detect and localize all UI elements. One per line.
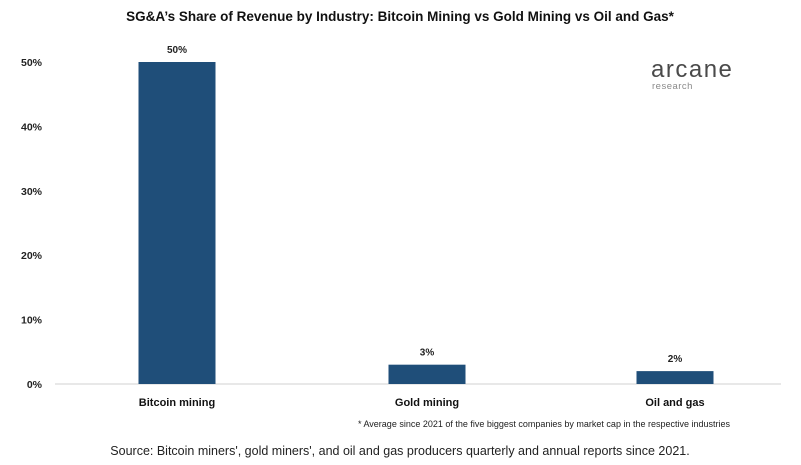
bars: [138, 62, 714, 384]
bar-bitcoin-mining: [138, 62, 216, 384]
y-axis: 0% 10% 20% 30% 40% 50%: [21, 57, 43, 391]
logo-wordmark: arcane: [651, 56, 733, 83]
bar-oil-and-gas: [636, 371, 714, 384]
data-labels: 50% 3% 2%: [167, 45, 682, 365]
y-tick-label: 0%: [27, 379, 43, 391]
y-tick-label: 50%: [21, 57, 43, 69]
data-label-oil-and-gas: 2%: [668, 354, 683, 365]
y-tick-label: 20%: [21, 250, 43, 262]
y-tick-label: 30%: [21, 186, 43, 198]
arcane-logo: arcane research: [651, 56, 733, 92]
data-label-gold-mining: 3%: [420, 348, 435, 359]
chart-title: SG&A’s Share of Revenue by Industry: Bit…: [126, 9, 675, 24]
y-tick-label: 40%: [21, 121, 43, 133]
x-axis: Bitcoin mining Gold mining Oil and gas: [139, 397, 705, 409]
x-tick-label-bitcoin-mining: Bitcoin mining: [139, 397, 215, 409]
data-label-bitcoin-mining: 50%: [167, 45, 187, 56]
y-tick-label: 10%: [21, 315, 43, 327]
bar-gold-mining: [388, 364, 466, 384]
x-tick-label-gold-mining: Gold mining: [395, 397, 459, 409]
chart-footnote: * Average since 2021 of the five biggest…: [358, 419, 731, 429]
x-tick-label-oil-and-gas: Oil and gas: [645, 397, 704, 409]
logo-subtitle: research: [652, 81, 693, 92]
source-note: Source: Bitcoin miners', gold miners', a…: [110, 444, 689, 458]
